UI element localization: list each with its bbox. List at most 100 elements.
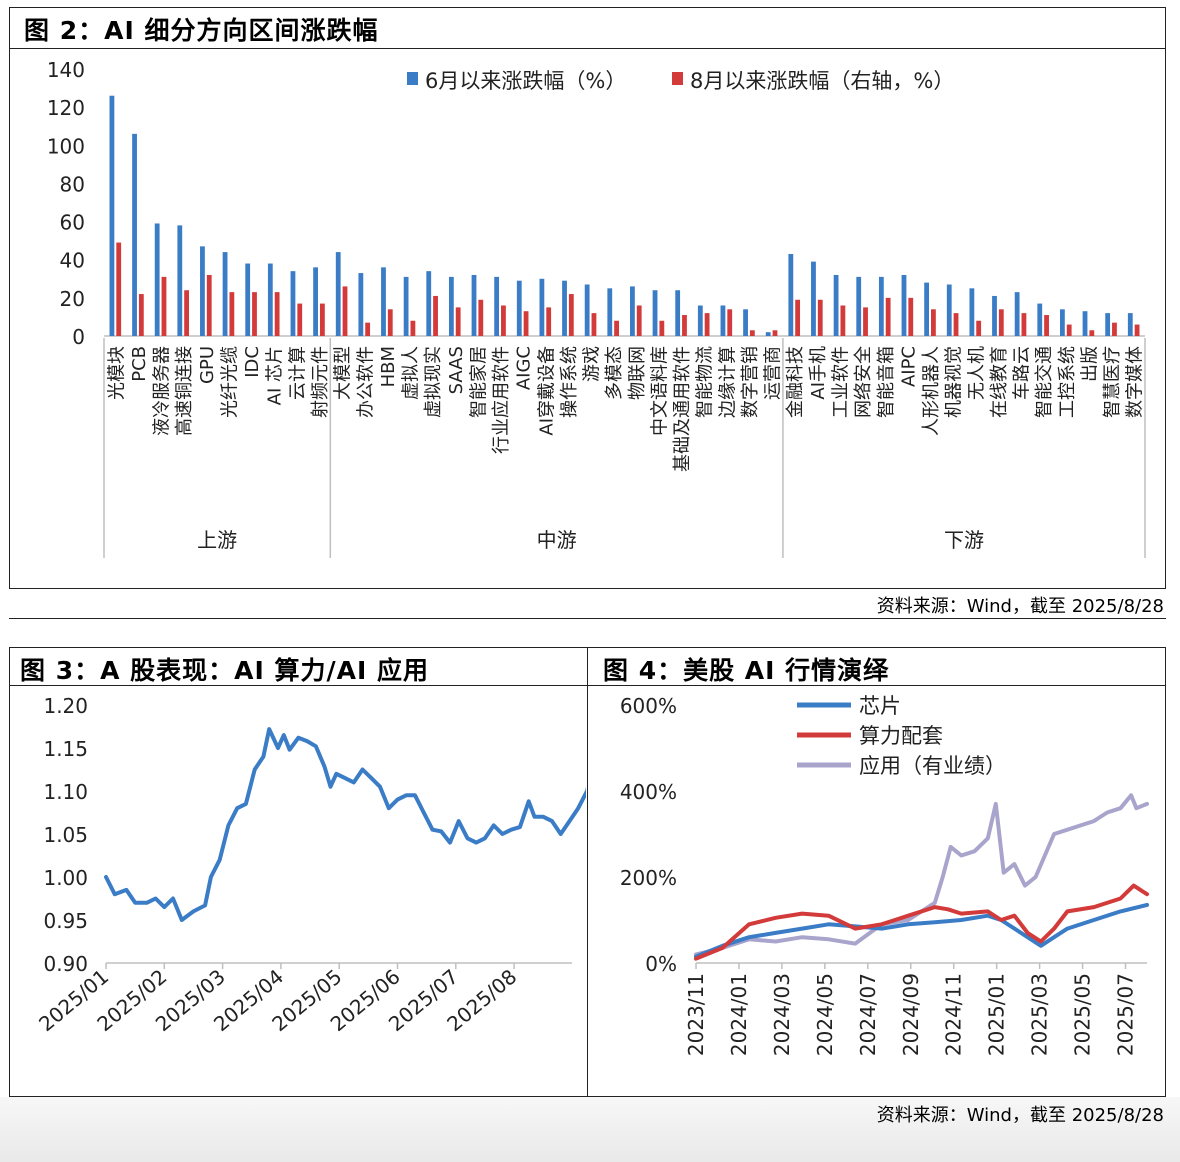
- fig4-y-tick-label: 400%: [620, 780, 677, 804]
- fig2-category-label: 操作系统: [559, 346, 580, 418]
- fig2-bar-aug: [184, 290, 190, 336]
- fig2-bar-jun: [1127, 313, 1133, 336]
- fig2-bar-aug: [229, 292, 235, 336]
- fig2-bar-aug: [840, 305, 846, 336]
- fig2-category-label: 数字营销: [740, 346, 761, 418]
- fig2-category-label: 光模块: [106, 346, 127, 400]
- fig2-bar-aug: [636, 305, 642, 336]
- fig4-series-line: [694, 793, 1149, 957]
- fig2-bar-aug: [138, 294, 144, 336]
- fig2-group-axis: 上游 中游 下游: [103, 338, 1146, 558]
- fig2-category-label: 射频元件: [310, 346, 331, 418]
- fig2-bar-jun: [403, 276, 409, 336]
- bottom-source: 资料来源：Wind，截至 2025/8/28: [876, 1105, 1164, 1126]
- fig2-category-label: GPU: [197, 346, 218, 384]
- fig2-bar-aug: [953, 313, 959, 336]
- fig2-bar-jun: [200, 246, 205, 336]
- fig2-bar-jun: [267, 263, 273, 336]
- fig2-category-label: AI手机: [808, 346, 829, 400]
- fig4-title: 图 4：美股 AI 行情演绎: [603, 656, 890, 685]
- fig2-category-label: SAAS: [446, 346, 467, 394]
- fig2-bar-jun: [584, 284, 590, 336]
- fig2-category-label: 金融科技: [785, 346, 806, 418]
- fig2-category-label: AIGC: [514, 346, 535, 390]
- fig2-bar-jun: [381, 267, 386, 336]
- fig2-category-label: 游戏: [582, 346, 603, 382]
- fig4-x-tick-label: 2025/07: [1114, 973, 1138, 1056]
- fig2-category-label: 虚拟现实: [423, 346, 444, 418]
- fig2-legend: 6月以来涨跌幅（%） 8月以来涨跌幅（右轴，%）: [407, 69, 954, 93]
- fig2-bar-jun: [448, 276, 454, 336]
- fig3-title: 图 3：A 股表现：AI 算力/AI 应用: [20, 656, 429, 685]
- fig2-bar-jun: [245, 263, 251, 336]
- fig4-x-tick-label: 2024/07: [856, 973, 880, 1056]
- fig2-category-label: AI 芯片: [265, 346, 286, 405]
- fig2-bar-jun: [765, 332, 771, 336]
- fig2-bar-aug: [727, 309, 733, 336]
- fig2-category-label: 液冷服务器: [152, 346, 173, 436]
- fig2-bar-jun: [675, 290, 681, 336]
- fig2-bar-aug: [206, 274, 212, 336]
- fig2-legend-label: 6月以来涨跌幅（%）: [425, 69, 626, 93]
- fig3-y-tick-label: 0.95: [43, 909, 88, 933]
- fig2-bar-jun: [222, 252, 228, 336]
- fig2-category-label: HBM: [378, 346, 399, 387]
- fig2-category-label: 出版: [1079, 346, 1100, 382]
- fig2-bar-jun: [1105, 313, 1111, 336]
- fig2-category-label: PCB: [129, 346, 150, 382]
- fig2-bar-aug: [659, 320, 665, 336]
- fig2-bar-aug: [523, 311, 529, 336]
- fig2-bar-aug: [772, 330, 778, 336]
- fig2-category-label: 运营商: [763, 346, 784, 400]
- fig2-category-label: 物联网: [627, 346, 648, 400]
- fig2-category-label: 智能物流: [695, 346, 716, 418]
- fig34-divider: [587, 647, 588, 1096]
- fig2-bar-aug: [682, 315, 687, 336]
- fig2-bar-aug: [591, 313, 597, 336]
- fig2-bar-jun: [697, 305, 703, 336]
- fig2-bar-jun: [1014, 292, 1020, 336]
- fig4-x-tick-label: 2025/05: [1071, 973, 1095, 1056]
- fig2-bar-jun: [516, 280, 522, 336]
- fig2-category-label: 边缘计算: [717, 346, 738, 418]
- fig2-bar-jun: [743, 309, 748, 336]
- fig2-title-rule: [9, 48, 1166, 49]
- fig2-bar-aug: [501, 305, 506, 336]
- fig2-bottom-rule: [9, 588, 1166, 589]
- fig2-category-label: 智能家居: [468, 346, 489, 418]
- fig4-x-tick-label: 2023/11: [684, 973, 708, 1056]
- fig34-right-border: [1165, 647, 1166, 1096]
- fig2-bar-jun: [154, 223, 160, 336]
- fig2-bar-aug: [885, 297, 891, 336]
- fig2-bar-aug: [795, 299, 801, 336]
- fig2-bar-aug: [908, 297, 914, 336]
- fig2-bar-aug: [1021, 313, 1027, 336]
- fig2-category-label: 智慧医疗: [1102, 346, 1123, 418]
- fig2-bar-aug: [863, 307, 868, 336]
- fig4-y-tick-label: 200%: [620, 866, 677, 890]
- fig2-category-label: AI穿戴设备: [536, 346, 557, 436]
- fig2-bar-aug: [252, 292, 257, 336]
- fig2-bar-aug: [704, 313, 710, 336]
- fig2-bar-jun: [494, 276, 500, 336]
- fig2-bar-aug: [274, 292, 280, 336]
- fig2-legend-swatch: [672, 72, 683, 85]
- fig2-bar-jun: [177, 225, 183, 336]
- fig2-category-label: 车路云: [1012, 346, 1033, 400]
- fig2-left-border: [9, 7, 10, 589]
- fig2-bar-jun: [471, 274, 477, 336]
- fig2-bar-jun: [856, 276, 862, 336]
- fig4-chart: 0% 200% 400% 600% 2023/11 2024/01 2024/03 2024/…: [620, 694, 1149, 1056]
- fig2-category-label: 虚拟人: [401, 346, 422, 400]
- fig2-bar-jun: [1082, 311, 1088, 336]
- fig2-bar-jun: [1059, 309, 1065, 336]
- fig2-bar-aug: [1089, 330, 1095, 336]
- fig2-bar-aug: [319, 303, 325, 336]
- fig3-lines: [104, 727, 586, 922]
- fig4-x-tick-label: 2025/03: [1028, 973, 1052, 1056]
- fig2-category-label: IDC: [242, 346, 263, 378]
- fig2-category-label: 中文语料库: [649, 346, 670, 436]
- fig2-category-label: 智能音箱: [876, 346, 897, 418]
- top-rule: [9, 7, 1166, 8]
- fig2-bar-aug: [931, 309, 936, 336]
